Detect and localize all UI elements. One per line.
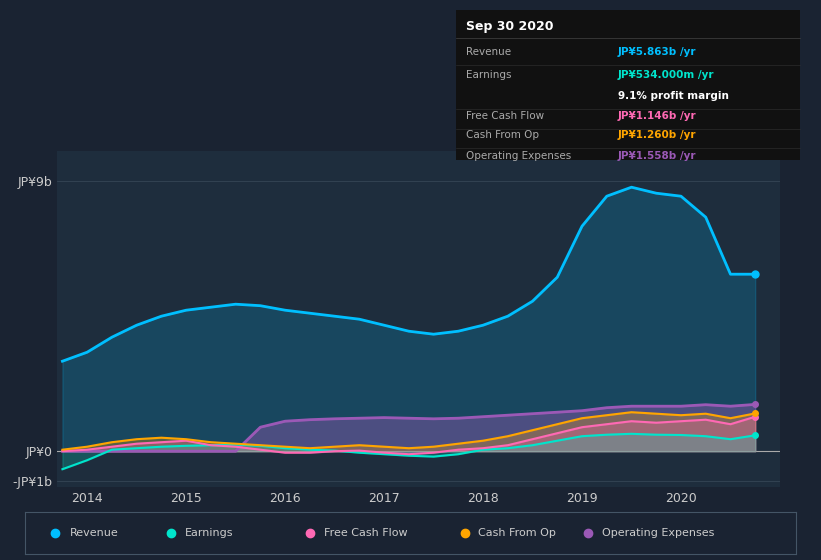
Text: JP¥5.863b /yr: JP¥5.863b /yr <box>617 47 696 57</box>
Text: Free Cash Flow: Free Cash Flow <box>466 111 544 121</box>
Text: Operating Expenses: Operating Expenses <box>602 529 714 538</box>
Text: Cash From Op: Cash From Op <box>466 130 539 141</box>
Text: JP¥534.000m /yr: JP¥534.000m /yr <box>617 71 714 80</box>
Text: JP¥1.260b /yr: JP¥1.260b /yr <box>617 130 696 141</box>
Text: Free Cash Flow: Free Cash Flow <box>324 529 408 538</box>
Text: JP¥1.558b /yr: JP¥1.558b /yr <box>617 151 696 161</box>
Text: 9.1% profit margin: 9.1% profit margin <box>617 91 728 101</box>
Text: Revenue: Revenue <box>70 529 118 538</box>
Text: Earnings: Earnings <box>466 71 511 80</box>
Text: Operating Expenses: Operating Expenses <box>466 151 571 161</box>
Text: JP¥1.146b /yr: JP¥1.146b /yr <box>617 111 696 121</box>
Text: Sep 30 2020: Sep 30 2020 <box>466 20 553 33</box>
Text: Earnings: Earnings <box>186 529 234 538</box>
Text: Cash From Op: Cash From Op <box>479 529 557 538</box>
Text: Revenue: Revenue <box>466 47 511 57</box>
